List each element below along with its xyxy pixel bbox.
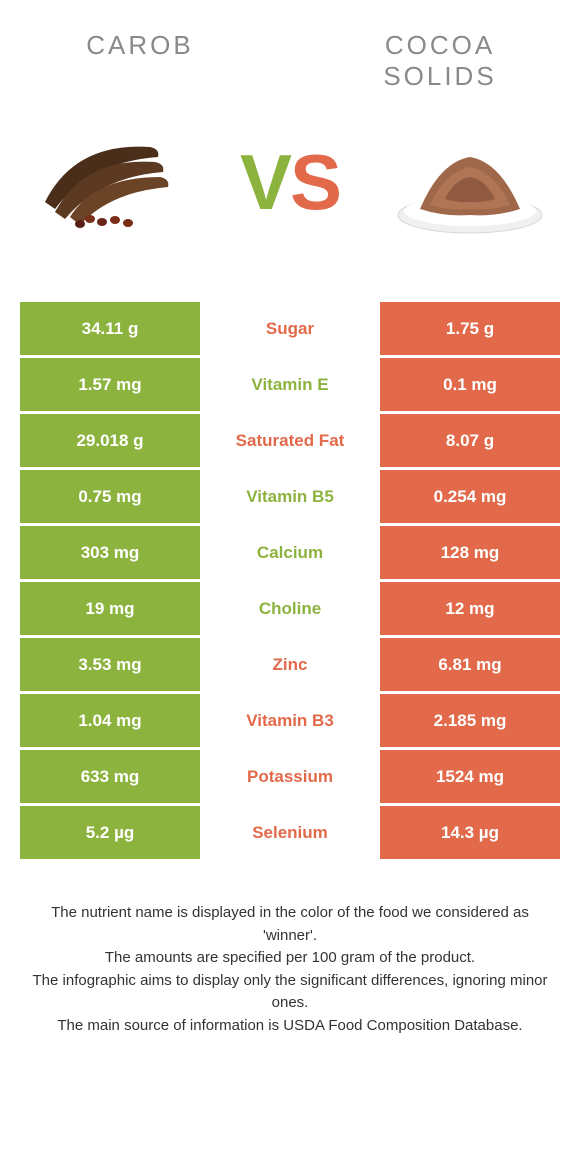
footer-line-3: The infographic aims to display only the… bbox=[30, 970, 550, 1015]
nutrient-name: Calcium bbox=[200, 526, 380, 582]
vs-s: S bbox=[290, 138, 340, 226]
table-row: 1.57 mgVitamin E0.1 mg bbox=[20, 358, 560, 414]
carob-icon bbox=[30, 127, 190, 237]
value-right: 14.3 µg bbox=[380, 806, 560, 862]
value-right: 6.81 mg bbox=[380, 638, 560, 694]
nutrient-name: Potassium bbox=[200, 750, 380, 806]
title-left: CAROB bbox=[40, 30, 240, 92]
vs-v: V bbox=[240, 138, 290, 226]
value-left: 19 mg bbox=[20, 582, 200, 638]
nutrient-name: Saturated Fat bbox=[200, 414, 380, 470]
value-left: 633 mg bbox=[20, 750, 200, 806]
footer-line-2: The amounts are specified per 100 gram o… bbox=[30, 947, 550, 970]
value-left: 29.018 g bbox=[20, 414, 200, 470]
table-row: 29.018 gSaturated Fat8.07 g bbox=[20, 414, 560, 470]
table-row: 0.75 mgVitamin B50.254 mg bbox=[20, 470, 560, 526]
footer-line-1: The nutrient name is displayed in the co… bbox=[30, 902, 550, 947]
nutrient-name: Selenium bbox=[200, 806, 380, 862]
cocoa-icon bbox=[390, 127, 550, 237]
value-right: 2.185 mg bbox=[380, 694, 560, 750]
footer-line-4: The main source of information is USDA F… bbox=[30, 1015, 550, 1038]
nutrient-name: Vitamin E bbox=[200, 358, 380, 414]
nutrient-name: Sugar bbox=[200, 302, 380, 358]
value-left: 3.53 mg bbox=[20, 638, 200, 694]
table-row: 19 mgCholine12 mg bbox=[20, 582, 560, 638]
title-right: COCOA SOLIDS bbox=[340, 30, 540, 92]
cocoa-image bbox=[390, 117, 550, 247]
images-row: VS bbox=[0, 102, 580, 282]
value-right: 8.07 g bbox=[380, 414, 560, 470]
nutrient-name: Vitamin B3 bbox=[200, 694, 380, 750]
table-row: 633 mgPotassium1524 mg bbox=[20, 750, 560, 806]
value-left: 1.57 mg bbox=[20, 358, 200, 414]
comparison-table: 34.11 gSugar1.75 g1.57 mgVitamin E0.1 mg… bbox=[20, 302, 560, 862]
value-left: 34.11 g bbox=[20, 302, 200, 358]
value-right: 128 mg bbox=[380, 526, 560, 582]
table-row: 1.04 mgVitamin B32.185 mg bbox=[20, 694, 560, 750]
header: CAROB COCOA SOLIDS bbox=[0, 0, 580, 102]
value-right: 12 mg bbox=[380, 582, 560, 638]
value-right: 1.75 g bbox=[380, 302, 560, 358]
table-row: 303 mgCalcium128 mg bbox=[20, 526, 560, 582]
table-row: 3.53 mgZinc6.81 mg bbox=[20, 638, 560, 694]
table-row: 34.11 gSugar1.75 g bbox=[20, 302, 560, 358]
value-right: 0.254 mg bbox=[380, 470, 560, 526]
carob-image bbox=[30, 117, 190, 247]
nutrient-name: Zinc bbox=[200, 638, 380, 694]
value-right: 0.1 mg bbox=[380, 358, 560, 414]
value-left: 0.75 mg bbox=[20, 470, 200, 526]
vs-label: VS bbox=[240, 137, 340, 228]
nutrient-name: Vitamin B5 bbox=[200, 470, 380, 526]
nutrient-name: Choline bbox=[200, 582, 380, 638]
footer-notes: The nutrient name is displayed in the co… bbox=[0, 862, 580, 1037]
value-left: 303 mg bbox=[20, 526, 200, 582]
value-left: 5.2 µg bbox=[20, 806, 200, 862]
value-left: 1.04 mg bbox=[20, 694, 200, 750]
value-right: 1524 mg bbox=[380, 750, 560, 806]
table-row: 5.2 µgSelenium14.3 µg bbox=[20, 806, 560, 862]
